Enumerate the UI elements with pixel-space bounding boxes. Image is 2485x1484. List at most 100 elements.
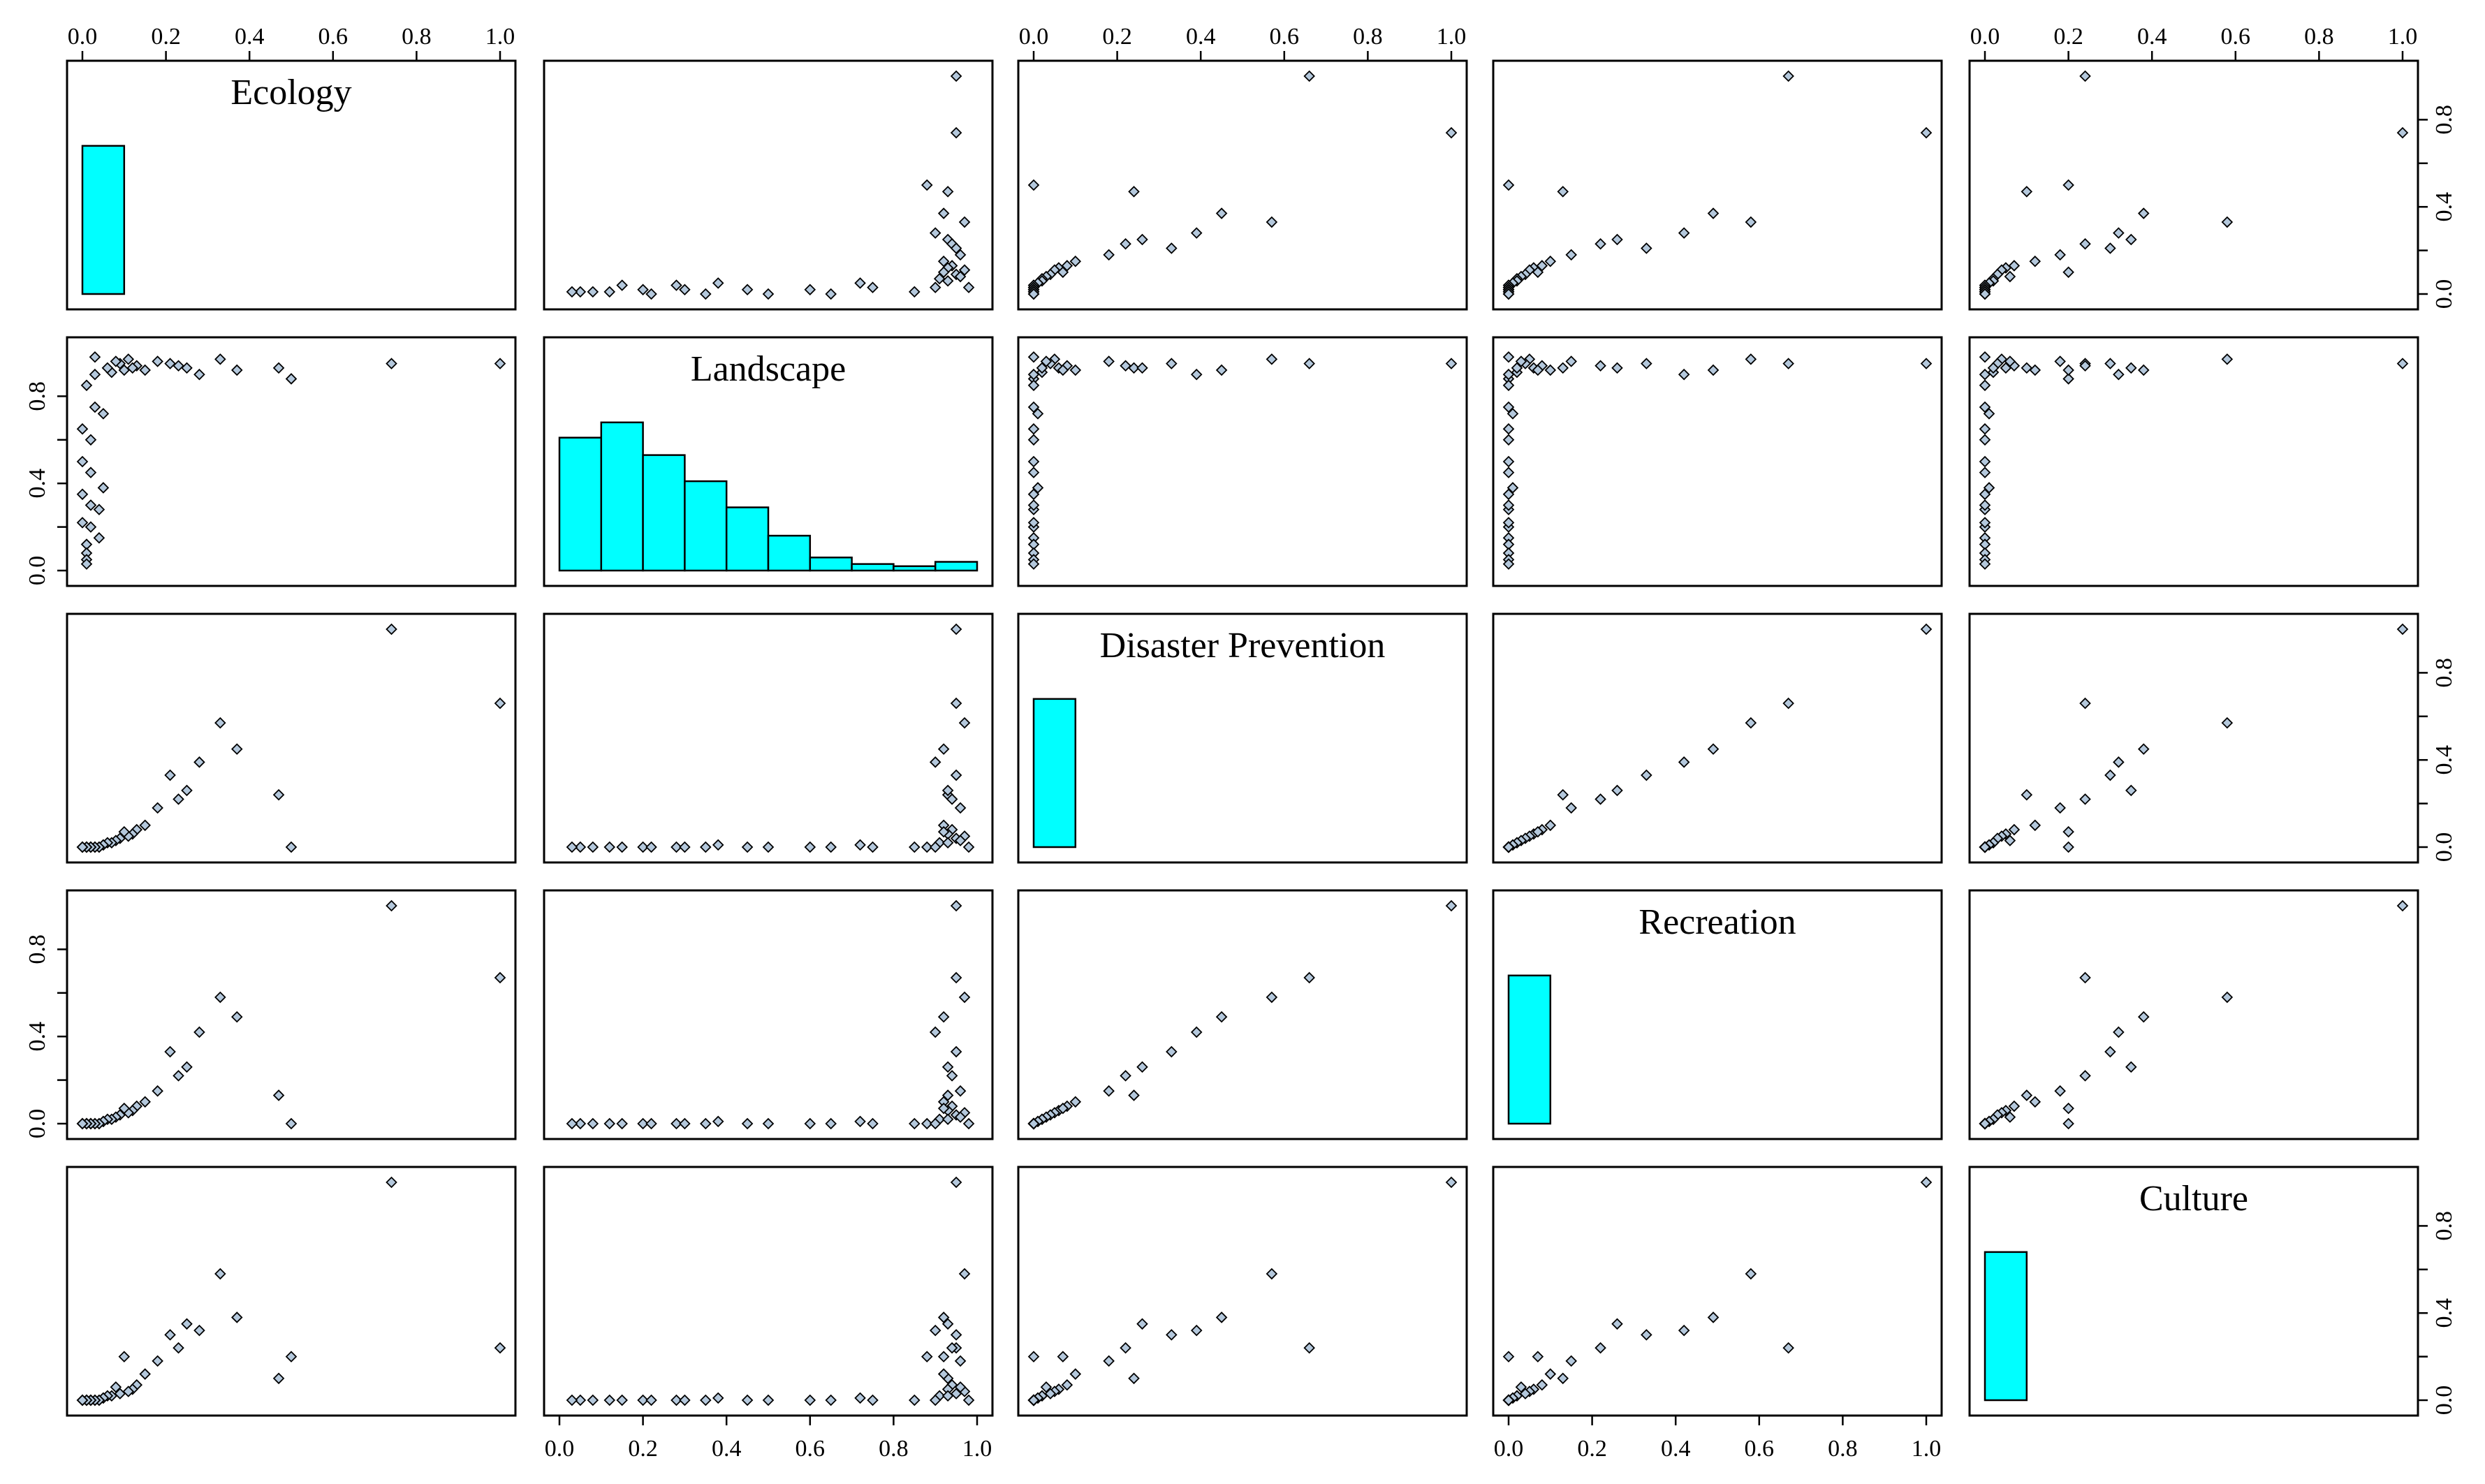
scatter-point-ecology-vs-culture-9 xyxy=(164,1329,176,1341)
scatter-point-ecology-vs-recreation-3 xyxy=(272,1089,285,1101)
scatter-point-landscape-vs-ecology-36 xyxy=(825,288,837,300)
scatter-point-recreation-vs-landscape-1 xyxy=(1920,358,1933,369)
panel-frame xyxy=(1492,612,1943,864)
scatter-point-disaster-prevention-vs-landscape-39 xyxy=(1027,517,1040,529)
panel-r2-c3 xyxy=(1492,612,1943,864)
panel-frame xyxy=(543,889,994,1140)
scatter-point-culture-vs-recreation-39 xyxy=(1979,1117,1991,1130)
scatter-point-culture-vs-disaster-prevention-6 xyxy=(2113,756,2125,768)
scatter-point-recreation-vs-landscape-17 xyxy=(1515,355,1527,367)
histogram-bar-culture-0 xyxy=(1984,1251,2028,1402)
scatter-point-ecology-vs-landscape-25 xyxy=(89,368,101,381)
panel-frame xyxy=(1492,59,1943,311)
scatter-point-ecology-vs-culture-14 xyxy=(122,1386,135,1397)
scatter-point-culture-vs-recreation-8 xyxy=(2079,1070,2091,1082)
scatter-point-culture-vs-ecology-5 xyxy=(2137,207,2150,219)
x-tick-label-col3-0: 0.0 xyxy=(1494,1436,1524,1462)
scatter-point-disaster-prevention-vs-landscape-25 xyxy=(1027,368,1040,381)
y-tick-label-row3-2: 0.8 xyxy=(24,934,50,964)
panel-r3-c3: Recreation xyxy=(1492,889,1943,1140)
y-tick-label-row1-2: 0.8 xyxy=(24,381,50,411)
scatter-point-landscape-vs-ecology-22 xyxy=(670,279,682,291)
scatter-point-disaster-prevention-vs-landscape-7 xyxy=(1136,362,1148,374)
scatter-point-landscape-vs-disaster-prevention-17 xyxy=(954,835,967,846)
scatter-point-culture-vs-disaster-prevention-1 xyxy=(2396,623,2409,636)
scatter-point-culture-vs-landscape-17 xyxy=(2004,355,2016,367)
scatter-point-landscape-vs-disaster-prevention-30 xyxy=(637,841,649,853)
scatter-point-landscape-vs-recreation-0 xyxy=(950,971,962,984)
scatter-point-culture-vs-landscape-13 xyxy=(2000,362,2012,374)
scatter-point-landscape-vs-recreation-26 xyxy=(867,1117,879,1130)
scatter-point-ecology-vs-landscape-28 xyxy=(85,466,97,478)
scatter-point-recreation-vs-disaster-prevention-11 xyxy=(1544,819,1557,832)
scatter-point-culture-vs-recreation-15 xyxy=(2062,1102,2074,1115)
scatter-point-disaster-prevention-vs-landscape-17 xyxy=(1040,355,1053,367)
scatter-point-disaster-prevention-vs-landscape-5 xyxy=(1215,364,1228,376)
x-tick-label-col1-3: 0.6 xyxy=(796,1436,826,1462)
scatter-point-culture-vs-disaster-prevention-39 xyxy=(1979,841,1991,853)
scatter-point-recreation-vs-landscape-29 xyxy=(1502,499,1515,511)
panel-frame xyxy=(1968,612,2419,864)
scatter-point-landscape-vs-culture-9 xyxy=(950,1329,962,1341)
scatter-point-landscape-vs-disaster-prevention-19 xyxy=(941,837,954,849)
panel-r4-c3 xyxy=(1492,1166,1943,1417)
scatter-point-disaster-prevention-vs-landscape-28 xyxy=(1027,466,1040,478)
scatter-point-recreation-vs-ecology-11 xyxy=(1544,255,1557,267)
scatter-point-landscape-vs-disaster-prevention-1 xyxy=(950,623,962,636)
scatter-point-recreation-vs-ecology-9 xyxy=(1641,242,1652,254)
scatter-point-disaster-prevention-vs-recreation-8 xyxy=(1120,1070,1131,1082)
scatter-point-disaster-prevention-vs-ecology-15 xyxy=(1057,266,1069,279)
scatter-point-recreation-vs-ecology-6 xyxy=(1678,227,1690,239)
panel-r3-c4 xyxy=(1968,889,2419,1140)
scatter-point-ecology-vs-culture-5 xyxy=(230,1312,243,1323)
x-tick-label-col1-2: 0.4 xyxy=(712,1436,742,1462)
scatter-point-ecology-vs-culture-7 xyxy=(181,1318,193,1330)
scatter-point-culture-vs-disaster-prevention-7 xyxy=(2125,784,2137,797)
panel-r0-c4 xyxy=(1968,59,2419,311)
scatter-point-recreation-vs-ecology-3 xyxy=(1557,186,1569,198)
scatter-point-landscape-vs-recreation-36 xyxy=(825,1117,837,1130)
scatter-point-culture-vs-recreation-4 xyxy=(2221,991,2234,1004)
scatter-point-recreation-vs-disaster-prevention-4 xyxy=(1745,717,1757,729)
scatter-point-ecology-vs-recreation-7 xyxy=(181,1061,193,1073)
scatter-point-culture-vs-disaster-prevention-4 xyxy=(2221,717,2234,729)
scatter-point-landscape-vs-culture-36 xyxy=(825,1394,837,1406)
scatter-point-landscape-vs-ecology-4 xyxy=(958,216,971,228)
scatter-point-culture-vs-landscape-27 xyxy=(1979,434,1991,446)
scatter-point-ecology-vs-landscape-6 xyxy=(193,368,205,381)
scatter-point-recreation-vs-culture-4 xyxy=(1745,1268,1757,1280)
scatter-point-recreation-vs-landscape-34 xyxy=(1502,558,1515,570)
scatter-point-disaster-prevention-vs-culture-0 xyxy=(1303,1342,1315,1354)
scatter-point-landscape-vs-culture-25 xyxy=(929,1394,941,1406)
x-tick-label-col2-4: 0.8 xyxy=(1353,24,1383,50)
panel-r0-c2 xyxy=(1017,59,1468,311)
scatter-point-culture-vs-recreation-2 xyxy=(2062,1117,2074,1130)
scatter-point-landscape-vs-culture-33 xyxy=(574,1394,587,1406)
scatter-point-landscape-vs-culture-21 xyxy=(712,1392,724,1404)
x-tick-label-col2-0: 0.0 xyxy=(1019,24,1049,50)
panel-r4-c4: Culture xyxy=(1968,1166,2419,1417)
scatter-point-ecology-vs-landscape-15 xyxy=(118,364,131,376)
x-tick-label-col0-5: 1.0 xyxy=(485,24,515,50)
scatter-point-landscape-vs-ecology-31 xyxy=(603,286,616,298)
scatter-point-ecology-vs-landscape-19 xyxy=(101,362,114,374)
scatter-point-recreation-vs-disaster-prevention-8 xyxy=(1595,793,1606,805)
scatter-point-disaster-prevention-vs-landscape-11 xyxy=(1069,364,1082,376)
variable-title-disaster-prevention: Disaster Prevention xyxy=(1100,626,1386,666)
scatter-point-ecology-vs-disaster-prevention-8 xyxy=(173,793,184,805)
scatter-point-landscape-vs-culture-29 xyxy=(679,1394,691,1406)
histogram-bar-landscape-5 xyxy=(767,534,812,572)
scatter-point-culture-vs-ecology-39 xyxy=(1979,288,1991,300)
scatter-point-culture-vs-recreation-0 xyxy=(2079,971,2091,984)
scatter-point-ecology-vs-recreation-4 xyxy=(214,991,226,1004)
scatter-point-culture-vs-landscape-26 xyxy=(1979,401,1991,413)
scatter-point-ecology-vs-disaster-prevention-10 xyxy=(152,802,163,814)
scatter-point-recreation-vs-culture-11 xyxy=(1544,1368,1557,1380)
panel-r4-c2 xyxy=(1017,1166,1468,1417)
scatter-point-disaster-prevention-vs-ecology-1 xyxy=(1445,126,1458,139)
x-tick-label-col4-5: 1.0 xyxy=(2388,24,2418,50)
x-tick-label-col4-4: 0.8 xyxy=(2304,24,2334,50)
scatter-point-recreation-vs-landscape-27 xyxy=(1502,434,1515,446)
panel-frame xyxy=(1492,336,1943,587)
scatter-point-landscape-vs-disaster-prevention-22 xyxy=(670,841,682,853)
